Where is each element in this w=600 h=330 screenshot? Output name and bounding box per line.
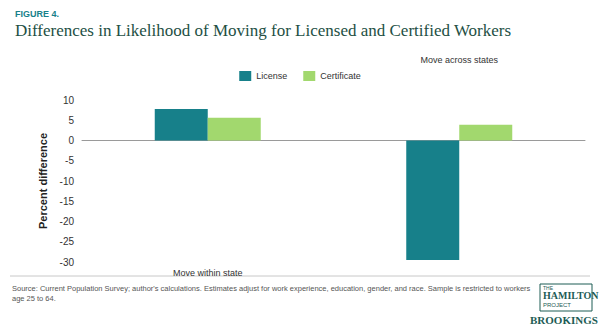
svg-text:Percent difference: Percent difference [37, 133, 49, 229]
svg-text:BROOKINGS: BROOKINGS [530, 314, 598, 326]
svg-text:-25: -25 [60, 236, 75, 247]
svg-text:-10: -10 [60, 176, 75, 187]
svg-text:Move across states: Move across states [420, 55, 498, 65]
svg-text:age 25 to 64.: age 25 to 64. [12, 294, 56, 303]
svg-text:-30: -30 [60, 257, 75, 268]
svg-text:-15: -15 [60, 196, 75, 207]
svg-text:10: 10 [63, 95, 75, 106]
svg-text:Differences in Likelihood of M: Differences in Likelihood of Moving for … [15, 21, 511, 40]
svg-text:Certificate: Certificate [320, 71, 361, 81]
svg-text:-20: -20 [60, 216, 75, 227]
svg-text:Source: Current Population Sur: Source: Current Population Survey; autho… [12, 284, 531, 293]
svg-text:License: License [256, 71, 287, 81]
svg-text:5: 5 [68, 115, 74, 126]
svg-text:THE: THE [543, 284, 553, 291]
svg-text:FIGURE 4.: FIGURE 4. [15, 9, 59, 19]
svg-text:Move within state: Move within state [173, 268, 243, 278]
svg-text:PROJECT: PROJECT [543, 302, 571, 308]
svg-text:HAMILTON: HAMILTON [543, 290, 599, 301]
svg-text:0: 0 [68, 135, 74, 146]
svg-text:-5: -5 [65, 155, 74, 166]
